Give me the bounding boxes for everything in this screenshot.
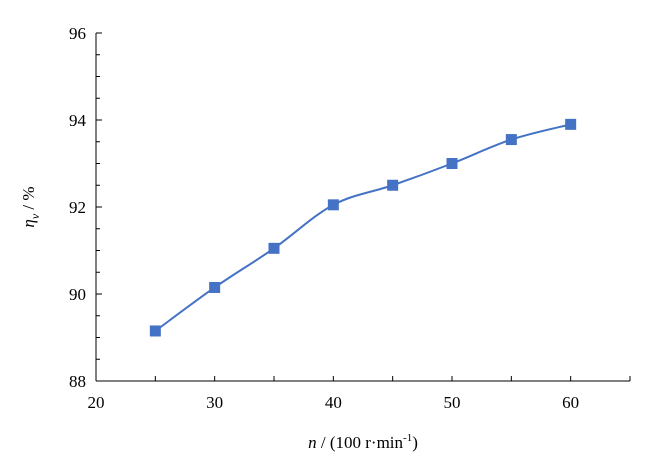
y-tick-label: 90 [69,285,86,304]
data-point-marker [327,199,339,211]
x-tick-label: 50 [444,393,461,412]
x-tick-label: 40 [325,393,342,412]
series-line [154,123,571,332]
data-point-marker [446,158,458,169]
x-tick-label: 60 [562,393,579,412]
y-tick-label: 96 [69,24,86,43]
y-tick-label: 92 [69,198,86,217]
y-axis-title: ηv / % [19,186,42,227]
ticks: 88 90 92 94 96 20 30 40 50 60 [69,24,631,412]
y-axis-var-sub: v [28,213,42,219]
axes [95,33,630,382]
y-axis-unit: / % [19,186,38,213]
x-axis-unit-sup: -1 [403,432,412,444]
data-point-marker [209,281,221,293]
series-layer [149,118,577,337]
data-point-marker [149,325,161,337]
y-axis-var: η [19,219,38,227]
data-point-marker [268,242,280,254]
x-axis-title: n / (100 r·min-1) [308,432,418,452]
data-point-marker [505,134,517,146]
x-tick-label: 20 [88,393,105,412]
x-tick-label: 30 [206,393,223,412]
y-tick-label: 94 [69,111,87,130]
x-axis-close: ) [412,433,418,452]
y-tick-label: 88 [69,372,86,391]
x-axis-var: n [308,433,317,452]
x-axis-unit: / (100 r·min [317,433,404,452]
data-point-marker [565,118,577,130]
data-point-marker [387,179,399,191]
